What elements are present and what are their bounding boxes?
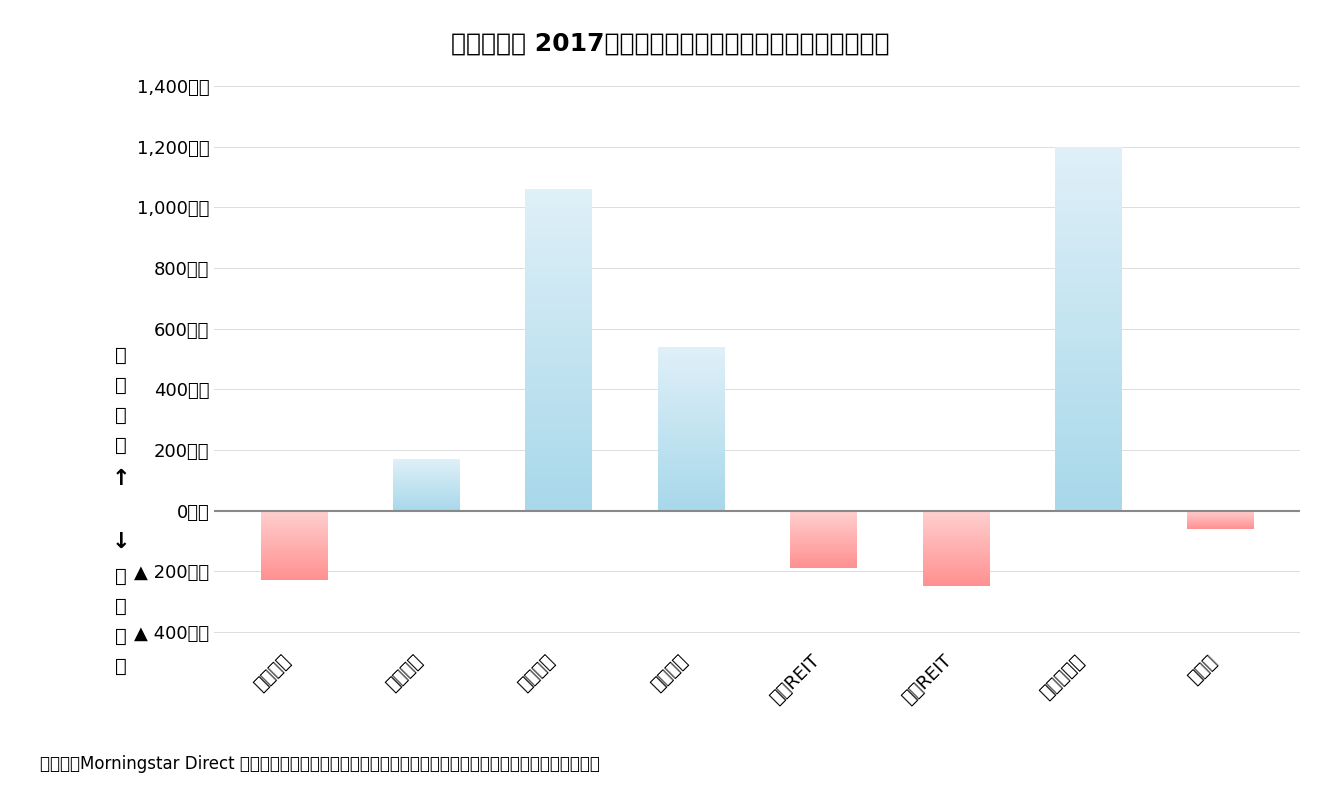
Text: 資: 資 bbox=[115, 567, 126, 585]
Text: 出: 出 bbox=[115, 656, 126, 675]
Text: 【図表１】 2017年４月の国内追加型投信の推計資金流出入: 【図表１】 2017年４月の国内追加型投信の推計資金流出入 bbox=[450, 32, 890, 55]
Text: 資: 資 bbox=[115, 346, 126, 365]
Text: 入: 入 bbox=[115, 436, 126, 454]
Text: （資料）Morningstar Direct を用いて筆者集計。各資産クラスはイボットソン分類を用いてファンドを分類。: （資料）Morningstar Direct を用いて筆者集計。各資産クラスはイ… bbox=[40, 755, 600, 773]
Text: 金: 金 bbox=[115, 376, 126, 394]
Text: 金: 金 bbox=[115, 596, 126, 615]
Text: ↑: ↑ bbox=[111, 469, 130, 489]
Text: 流: 流 bbox=[115, 406, 126, 424]
Text: ↓: ↓ bbox=[111, 532, 130, 552]
Text: 流: 流 bbox=[115, 626, 126, 645]
